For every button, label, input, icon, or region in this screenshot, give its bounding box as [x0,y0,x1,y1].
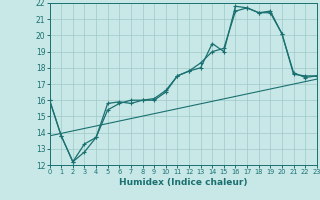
X-axis label: Humidex (Indice chaleur): Humidex (Indice chaleur) [119,178,247,187]
